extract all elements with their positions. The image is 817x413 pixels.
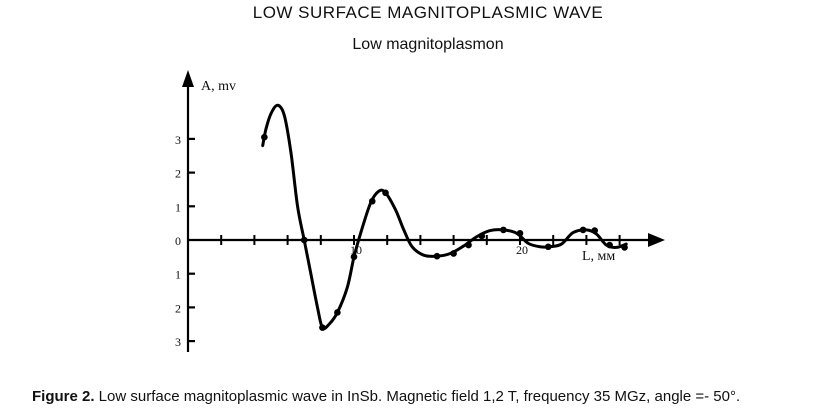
data-point [261,133,268,141]
x-axis-label: L, мм [582,249,615,264]
data-point [500,226,507,234]
y-tick-label: 0 [175,234,181,248]
data-point [465,241,472,249]
x-tick-label: 20 [516,243,528,257]
data-point [382,189,389,197]
data-point [368,197,376,205]
y-axis-arrow-icon [182,70,194,87]
data-point [516,229,524,237]
y-tick-label: 3 [175,133,181,147]
y-tick-label: 2 [175,167,181,181]
data-point [478,232,486,240]
data-point [433,252,441,260]
series-line [261,103,628,331]
data-point [450,250,457,257]
data-point [591,227,598,234]
y-tick-label: 3 [175,335,181,349]
x-axis-arrow-icon [648,233,665,247]
y-tick-label: 1 [175,268,181,282]
data-point [334,309,341,316]
data-point [621,244,628,251]
data-point [350,253,358,261]
data-point [544,243,552,251]
data-point [300,236,308,244]
y-tick-label: 1 [175,200,181,214]
chart-subtitle: Low magnitoplasmon [352,36,504,53]
figure-caption: Figure 2. Low surface magnitoplasmic wav… [32,388,740,405]
y-tick-label: 2 [175,301,181,315]
caption-text: Low surface magnitoplasmic wave in InSb.… [94,388,741,405]
data-point [579,226,587,234]
y-axis-label: A, mv [201,79,236,94]
data-point [319,324,326,331]
caption-label: Figure 2. [32,388,95,405]
chart-title: LOW SURFACE MAGNITOPLASMIC WAVE [252,3,604,22]
data-point [606,241,613,249]
